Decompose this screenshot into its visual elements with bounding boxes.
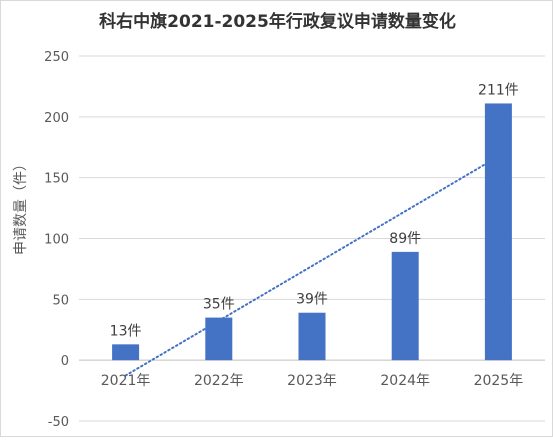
y-tick-label: 100 <box>44 233 69 248</box>
x-tick-label: 2023年 <box>287 373 337 389</box>
bar <box>484 103 512 361</box>
bar <box>205 317 233 361</box>
x-tick-label: 2021年 <box>101 373 151 389</box>
y-tick-label: 200 <box>44 111 69 126</box>
x-tick-label: 2024年 <box>380 373 430 389</box>
trendline <box>124 155 500 377</box>
data-label: 35件 <box>203 297 235 313</box>
y-tick-label: 50 <box>52 293 69 308</box>
data-label: 13件 <box>110 323 142 339</box>
y-tick-label: 150 <box>44 172 69 187</box>
y-tick-label: 0 <box>61 354 69 369</box>
y-axis-title: 申请数量（件） <box>13 157 29 255</box>
data-label: 89件 <box>389 231 421 247</box>
bar <box>391 251 419 361</box>
x-tick-label: 2025年 <box>474 373 524 389</box>
data-label: 211件 <box>478 82 519 98</box>
chart-title: 科右中旗2021-2025年行政复议申请数量变化 <box>99 12 456 32</box>
x-tick-label: 2022年 <box>194 373 244 389</box>
y-tick-label: 250 <box>44 50 69 65</box>
bar <box>298 312 326 361</box>
y-tick-label: -50 <box>48 415 69 430</box>
bar <box>112 344 140 361</box>
data-label: 39件 <box>296 292 328 308</box>
